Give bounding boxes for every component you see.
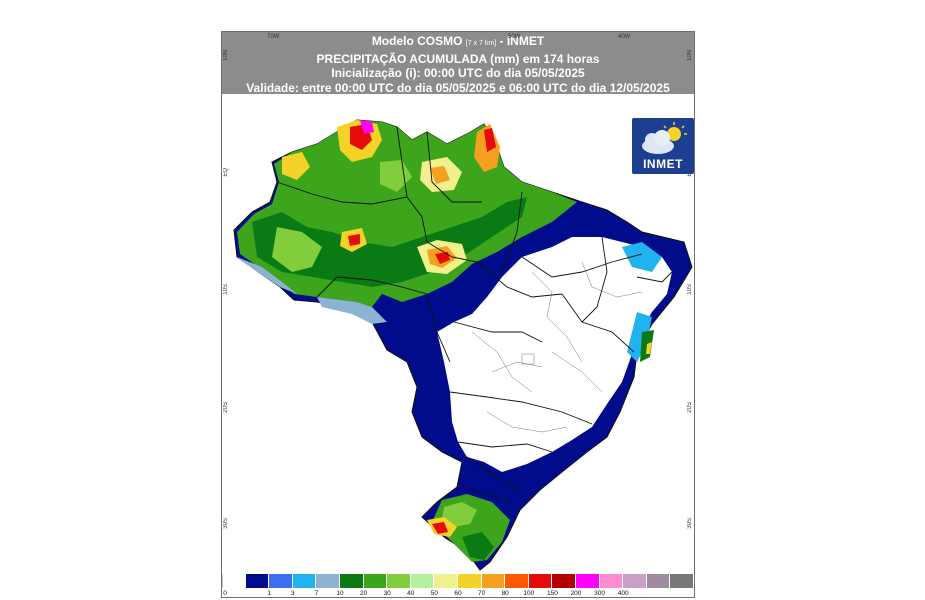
state-borders [276, 126, 673, 503]
lat-tick-left: 30S [223, 518, 229, 529]
precipitation-map [222, 94, 694, 574]
legend-label: 0 [223, 590, 227, 597]
legend-swatch [410, 574, 435, 588]
legend-label: 400 [617, 590, 629, 597]
legend-label: 30 [383, 590, 391, 597]
legend-label: 70 [477, 590, 486, 597]
legend-swatch [623, 574, 647, 588]
lat-tick-left: 20S [223, 402, 229, 413]
legend-swatch [599, 574, 624, 588]
legend-swatch [363, 574, 388, 588]
lat-tick-right: 10N [687, 50, 693, 62]
legend-swatch [576, 574, 600, 588]
legend-label: 300 [594, 590, 606, 597]
legend-swatch [481, 574, 506, 588]
lon-tick: 40W [618, 34, 631, 40]
lon-tick: 70W [267, 34, 280, 40]
legend-swatch [458, 574, 482, 588]
legend-label: 20 [359, 590, 368, 597]
legend-swatch [434, 574, 458, 588]
lat-tick-left: 10N [223, 50, 229, 62]
lat-tick-right: 10S [687, 284, 693, 295]
municipal-borders [471, 261, 643, 433]
legend-swatch [646, 574, 671, 588]
legend-label: 60 [454, 590, 462, 597]
legend-swatch [552, 574, 576, 588]
legend-label: 100 [523, 590, 535, 597]
legend-label: 80 [501, 590, 509, 597]
legend-swatch [316, 574, 340, 588]
precipitation-legend: 0 1 3 7 10 20 30 40 50 60 70 80 100 150 200 300 400 [222, 574, 694, 597]
init-time: Inicialização (i): 00:00 UTC do dia 05/0… [331, 66, 585, 80]
lat-tick-right: 30S [687, 518, 693, 529]
legend-swatch [670, 574, 694, 588]
cloud-sun-icon [642, 122, 687, 154]
map-header: Modelo COSMO [7 x 7 km] - INMET PRECIPIT… [222, 32, 694, 95]
legend-label: 10 [336, 590, 344, 597]
legend-swatch [245, 574, 270, 588]
product-title: PRECIPITAÇÃO ACUMULADA (mm) em 174 horas [316, 51, 600, 66]
map-panel: Modelo COSMO [7 x 7 km] - INMET PRECIPIT… [221, 31, 695, 598]
legend-label: 40 [407, 590, 415, 597]
lat-tick-left: EQ [223, 168, 229, 177]
legend-swatch [292, 574, 317, 588]
dry-interior [437, 237, 672, 472]
legend-label: 150 [546, 590, 558, 597]
legend-label: 7 [314, 590, 319, 597]
legend-label: 200 [570, 590, 582, 597]
logo-text: INMET [643, 157, 683, 171]
model-org: - INMET [499, 34, 545, 48]
legend-swatch [222, 574, 246, 588]
legend-swatch [528, 574, 553, 588]
lat-tick-left: 10S [223, 284, 229, 295]
legend-swatch [387, 574, 411, 588]
model-resolution: [7 x 7 km] [465, 40, 497, 47]
legend-label: 3 [290, 590, 295, 597]
legend-swatch [505, 574, 529, 588]
legend-label: 1 [267, 590, 271, 597]
legend-swatch [269, 574, 293, 588]
validity-period: Validade: entre 00:00 UTC do dia 05/05/2… [246, 80, 670, 95]
lat-tick-right: 20S [687, 402, 693, 413]
legend-label: 50 [430, 590, 439, 597]
lon-tick: 50W [508, 34, 521, 40]
inmet-logo: INMET [632, 118, 694, 174]
legend-swatch [340, 574, 364, 588]
model-title: Modelo COSMO [371, 34, 463, 48]
